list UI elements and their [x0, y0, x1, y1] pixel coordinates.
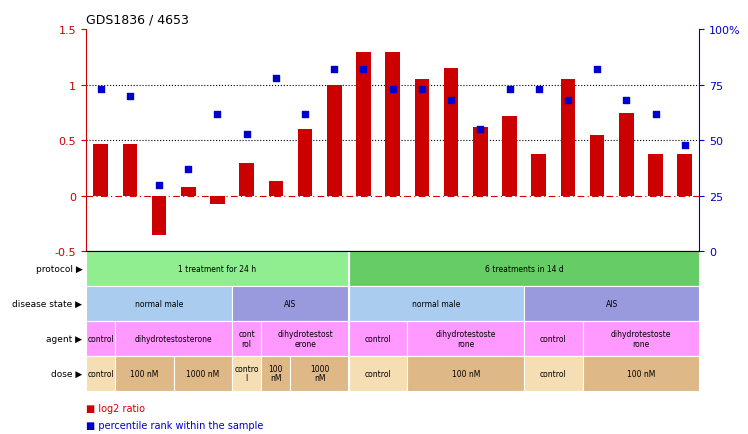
Point: [387, 87, 399, 94]
Point: [562, 98, 574, 105]
Point: [591, 67, 603, 74]
Bar: [152, 196, 166, 235]
Point: [358, 67, 370, 74]
Point: [649, 111, 661, 118]
Text: contro
l: contro l: [234, 364, 259, 382]
Bar: [524, 356, 583, 391]
Text: agent ▶: agent ▶: [46, 334, 82, 343]
Bar: [181, 187, 195, 196]
Text: control: control: [540, 334, 567, 343]
Text: disease state ▶: disease state ▶: [12, 299, 82, 308]
Text: 6 treatments in 14 d: 6 treatments in 14 d: [485, 265, 563, 273]
Text: 1000 nM: 1000 nM: [186, 369, 219, 378]
Text: dihydrotestost
erone: dihydrotestost erone: [278, 329, 333, 348]
Bar: [94, 145, 108, 196]
Point: [270, 76, 282, 82]
Text: 100 nM: 100 nM: [130, 369, 159, 378]
Bar: [619, 113, 634, 196]
Text: dihydrotestoste
rone: dihydrotestoste rone: [611, 329, 671, 348]
Bar: [408, 356, 524, 391]
Text: AIS: AIS: [606, 299, 618, 308]
Text: 1 treatment for 24 h: 1 treatment for 24 h: [178, 265, 257, 273]
Bar: [524, 321, 583, 356]
Bar: [524, 286, 699, 321]
Text: control: control: [365, 369, 391, 378]
Text: control: control: [88, 369, 114, 378]
Bar: [86, 356, 115, 391]
Bar: [290, 356, 349, 391]
Bar: [678, 155, 692, 196]
Text: 100
nM: 100 nM: [269, 364, 283, 382]
Point: [299, 111, 311, 118]
Bar: [123, 145, 137, 196]
Bar: [349, 286, 524, 321]
Text: control: control: [540, 369, 567, 378]
Bar: [261, 356, 290, 391]
Point: [212, 111, 224, 118]
Point: [474, 127, 486, 134]
Point: [241, 131, 253, 138]
Bar: [590, 135, 604, 196]
Bar: [210, 196, 224, 204]
Text: AIS: AIS: [284, 299, 297, 308]
Bar: [583, 321, 699, 356]
Text: normal male: normal male: [412, 299, 461, 308]
Bar: [583, 356, 699, 391]
Text: cont
rol: cont rol: [239, 329, 255, 348]
Bar: [115, 356, 174, 391]
Point: [183, 166, 194, 173]
Point: [445, 98, 457, 105]
Point: [533, 87, 545, 94]
Point: [95, 87, 107, 94]
Text: control: control: [365, 334, 391, 343]
Text: GDS1836 / 4653: GDS1836 / 4653: [86, 13, 189, 26]
Text: dihydrotestosterone: dihydrotestosterone: [135, 334, 212, 343]
Text: 100 nM: 100 nM: [627, 369, 655, 378]
Text: dose ▶: dose ▶: [51, 369, 82, 378]
Point: [503, 87, 515, 94]
Point: [416, 87, 428, 94]
Point: [678, 142, 690, 149]
Bar: [408, 321, 524, 356]
Bar: [356, 53, 371, 196]
Bar: [269, 182, 283, 196]
Point: [620, 98, 632, 105]
Bar: [232, 286, 349, 321]
Text: ■ log2 ratio: ■ log2 ratio: [86, 403, 145, 413]
Bar: [232, 321, 261, 356]
Bar: [232, 356, 261, 391]
Bar: [502, 117, 517, 196]
Point: [328, 67, 340, 74]
Text: 100 nM: 100 nM: [452, 369, 480, 378]
Bar: [261, 321, 349, 356]
Bar: [649, 155, 663, 196]
Point: [153, 182, 165, 189]
Bar: [349, 252, 699, 286]
Bar: [115, 321, 232, 356]
Point: [124, 93, 136, 100]
Text: dihydrotestoste
rone: dihydrotestoste rone: [435, 329, 496, 348]
Text: 1000
nM: 1000 nM: [310, 364, 329, 382]
Bar: [444, 69, 459, 196]
Bar: [86, 286, 232, 321]
Bar: [531, 155, 546, 196]
Bar: [86, 321, 115, 356]
Text: control: control: [88, 334, 114, 343]
Text: protocol ▶: protocol ▶: [36, 265, 82, 273]
Bar: [298, 130, 313, 196]
Bar: [349, 356, 408, 391]
Text: normal male: normal male: [135, 299, 183, 308]
Text: ■ percentile rank within the sample: ■ percentile rank within the sample: [86, 421, 263, 430]
Bar: [349, 321, 408, 356]
Bar: [327, 86, 342, 196]
Bar: [473, 128, 488, 196]
Bar: [414, 80, 429, 196]
Bar: [385, 53, 400, 196]
Bar: [561, 80, 575, 196]
Bar: [86, 252, 349, 286]
Bar: [174, 356, 232, 391]
Bar: [239, 163, 254, 196]
